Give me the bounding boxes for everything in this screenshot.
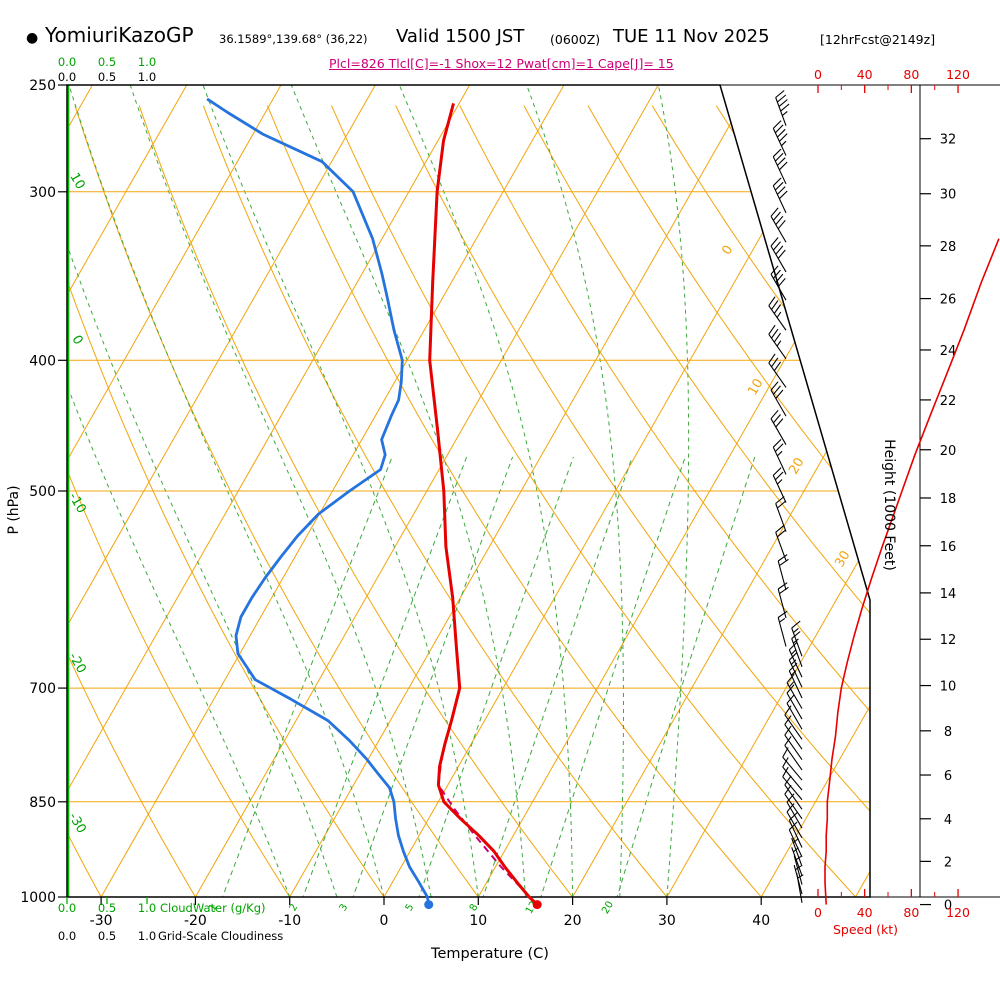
pressure-axis-title: P (hPa) (6, 485, 22, 535)
svg-text:0: 0 (719, 243, 736, 258)
svg-text:24: 24 (940, 344, 957, 359)
station-name: YomiuriKazoGP (45, 23, 194, 47)
surface-dewpoint-dot (424, 900, 434, 910)
cloudwater-scale-tick: 1.0 (137, 55, 157, 69)
cloudwater-axis-title: CloudWater (g/Kg) (160, 901, 266, 915)
cloudiness-scale-tick: 0.5 (97, 70, 117, 84)
cloudiness-scale-tick: 0.0 (57, 70, 77, 84)
dewpoint-curve (206, 97, 431, 905)
svg-text:10: 10 (66, 170, 87, 192)
svg-text:20: 20 (786, 455, 807, 477)
cloudiness-scale-tick: 0.5 (97, 929, 117, 943)
temperature-curve (428, 103, 539, 906)
svg-text:120: 120 (946, 67, 970, 82)
grid-lines (67, 85, 870, 897)
height-axis-title: Height (1000 Feet) (881, 439, 897, 571)
cloudwater-scale-tick: 0.5 (97, 55, 117, 69)
cloudiness-scale-tick: 0.0 (57, 929, 77, 943)
svg-text:8: 8 (944, 725, 952, 740)
svg-text:0: 0 (944, 899, 952, 914)
svg-text:1000: 1000 (20, 890, 56, 906)
cloudwater-scale-tick: 0.0 (57, 901, 77, 915)
svg-text:250: 250 (29, 78, 56, 94)
cloudwater-scale-tick: 0.0 (57, 55, 77, 69)
svg-text:10: 10 (940, 680, 957, 695)
svg-text:-30: -30 (90, 913, 113, 929)
wind-speed-curve (824, 238, 1000, 905)
station-bullet-icon: ● (26, 30, 39, 46)
svg-text:40: 40 (752, 913, 770, 929)
stability-params-line: Plcl=826 Tlcl[C]=-1 Shox=12 Pwat[cm]=1 C… (329, 56, 674, 71)
cloudiness-axis-title: Grid-Scale Cloudiness (158, 929, 284, 943)
svg-text:300: 300 (29, 185, 56, 201)
svg-text:28: 28 (940, 240, 957, 255)
svg-text:400: 400 (29, 353, 56, 369)
svg-text:40: 40 (857, 67, 873, 82)
svg-text:3: 3 (338, 902, 351, 913)
svg-text:32: 32 (940, 133, 957, 148)
svg-text:20: 20 (564, 913, 582, 929)
station-coords: 36.1589°,139.68° (36,22) (219, 32, 368, 46)
svg-text:120: 120 (946, 905, 970, 920)
svg-text:0: 0 (68, 333, 85, 348)
svg-text:26: 26 (940, 293, 957, 308)
svg-text:20: 20 (600, 899, 616, 916)
svg-text:30: 30 (940, 188, 957, 203)
cloudwater-scale-tick: 1.0 (137, 901, 157, 915)
svg-text:10: 10 (469, 913, 487, 929)
svg-text:5: 5 (404, 902, 417, 913)
temperature-axis: -30 -20 -10 0 10 20 30 40 (90, 897, 770, 929)
svg-text:80: 80 (903, 67, 919, 82)
sounding-curves (206, 97, 539, 906)
svg-text:-10: -10 (278, 913, 301, 929)
plot-border (66, 84, 871, 898)
cloudwater-scale-tick: 0.5 (97, 901, 117, 915)
svg-text:2: 2 (944, 855, 952, 870)
svg-text:1: 1 (207, 902, 220, 913)
temperature-axis-title: Temperature (C) (431, 946, 549, 962)
svg-text:10: 10 (745, 376, 766, 398)
svg-text:0: 0 (814, 905, 822, 920)
svg-text:700: 700 (29, 681, 56, 697)
svg-text:40: 40 (857, 905, 873, 920)
pressure-axis: 250 300 400 500 700 850 1000 (20, 78, 67, 906)
cloudiness-scale-tick: 1.0 (137, 929, 157, 943)
surface-temperature-dot (532, 900, 542, 910)
valid-zulu: (0600Z) (550, 32, 601, 47)
svg-text:12: 12 (940, 633, 957, 648)
svg-text:22: 22 (940, 394, 957, 409)
svg-text:0: 0 (380, 913, 389, 929)
svg-text:850: 850 (29, 795, 56, 811)
svg-text:16: 16 (940, 540, 957, 555)
svg-text:30: 30 (832, 548, 853, 570)
wind-barbs (768, 90, 804, 903)
svg-text:0: 0 (814, 67, 822, 82)
svg-text:18: 18 (940, 492, 957, 507)
speed-axis-title: Speed (kt) (833, 922, 899, 937)
svg-text:500: 500 (29, 484, 56, 500)
forecast-ref: [12hrFcst@2149z] (820, 32, 936, 47)
svg-text:80: 80 (903, 905, 919, 920)
valid-date: TUE 11 Nov 2025 (613, 26, 770, 47)
svg-text:2: 2 (288, 902, 301, 913)
svg-text:-20: -20 (184, 913, 207, 929)
svg-text:8: 8 (468, 902, 481, 913)
svg-text:6: 6 (944, 769, 952, 784)
svg-text:20: 20 (940, 444, 957, 459)
svg-text:30: 30 (658, 913, 676, 929)
valid-time: Valid 1500 JST (396, 26, 525, 47)
svg-text:4: 4 (944, 813, 952, 828)
cloudiness-scale-tick: 1.0 (137, 70, 157, 84)
svg-text:14: 14 (940, 587, 957, 602)
